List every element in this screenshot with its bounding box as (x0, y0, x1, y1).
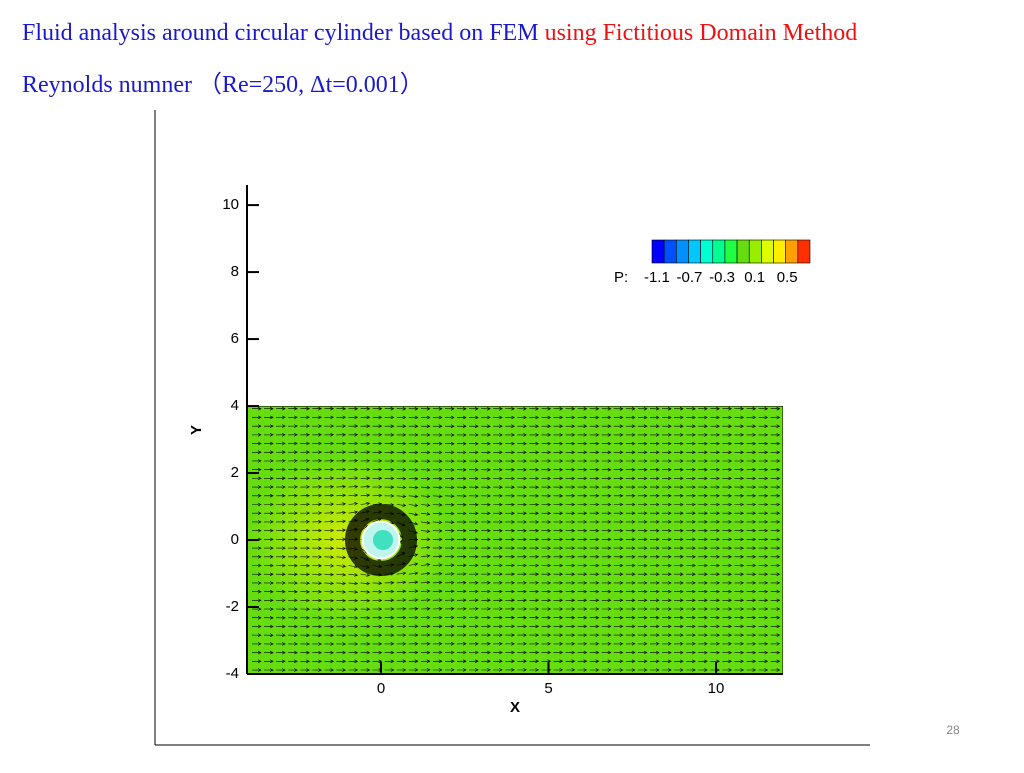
colorbar-band (761, 239, 774, 264)
y-tick-label: 8 (231, 263, 239, 280)
colorbar-band (663, 239, 677, 264)
colorbar-band (688, 239, 701, 264)
colorbar-band (773, 239, 786, 264)
colorbar-band (676, 239, 689, 264)
subtitle: Reynolds numner （Re=250, Δt=0.001） (22, 72, 424, 98)
colorbar-tick-label: -1.1 (644, 269, 670, 286)
x-tick-label: 10 (708, 680, 725, 697)
y-tick-label: 2 (231, 464, 239, 481)
y-tick-label: -2 (226, 598, 239, 615)
colorbar-name: P: (614, 269, 628, 286)
colorbar-tick-label: 0.5 (777, 269, 798, 286)
x-tick-label: 5 (544, 680, 552, 697)
plot-area (247, 406, 783, 674)
colorbar-band (748, 239, 762, 264)
page-number: 28 (946, 723, 960, 737)
x-axis-label: X (510, 699, 520, 716)
colorbar-tick-label: 0.1 (744, 269, 765, 286)
title: Fluid analysis around circular cylinder … (22, 20, 539, 46)
vectors (251, 406, 783, 672)
colorbar-band (785, 239, 799, 264)
colorbar-band (712, 239, 726, 264)
colorbar-band (724, 239, 738, 264)
colorbar-tick-label: -0.3 (709, 269, 735, 286)
y-axis-label: Y (188, 425, 205, 435)
y-tick-label: 10 (222, 196, 239, 213)
colorbar-band (797, 239, 811, 264)
colorbar-band (736, 239, 750, 264)
cylinder-core (372, 529, 394, 551)
y-tick-label: 0 (231, 531, 239, 548)
y-tick-label: 4 (231, 397, 239, 414)
y-tick-label: -4 (226, 665, 239, 682)
y-tick-label: 6 (231, 330, 239, 347)
colorbar-band (651, 239, 665, 264)
title-highlight: using Fictitious Domain Method (545, 20, 858, 46)
cylinder-dark-ring (344, 504, 418, 577)
colorbar-band (700, 239, 714, 264)
colorbar-tick-label: -0.7 (677, 269, 703, 286)
x-tick-label: 0 (377, 680, 385, 697)
